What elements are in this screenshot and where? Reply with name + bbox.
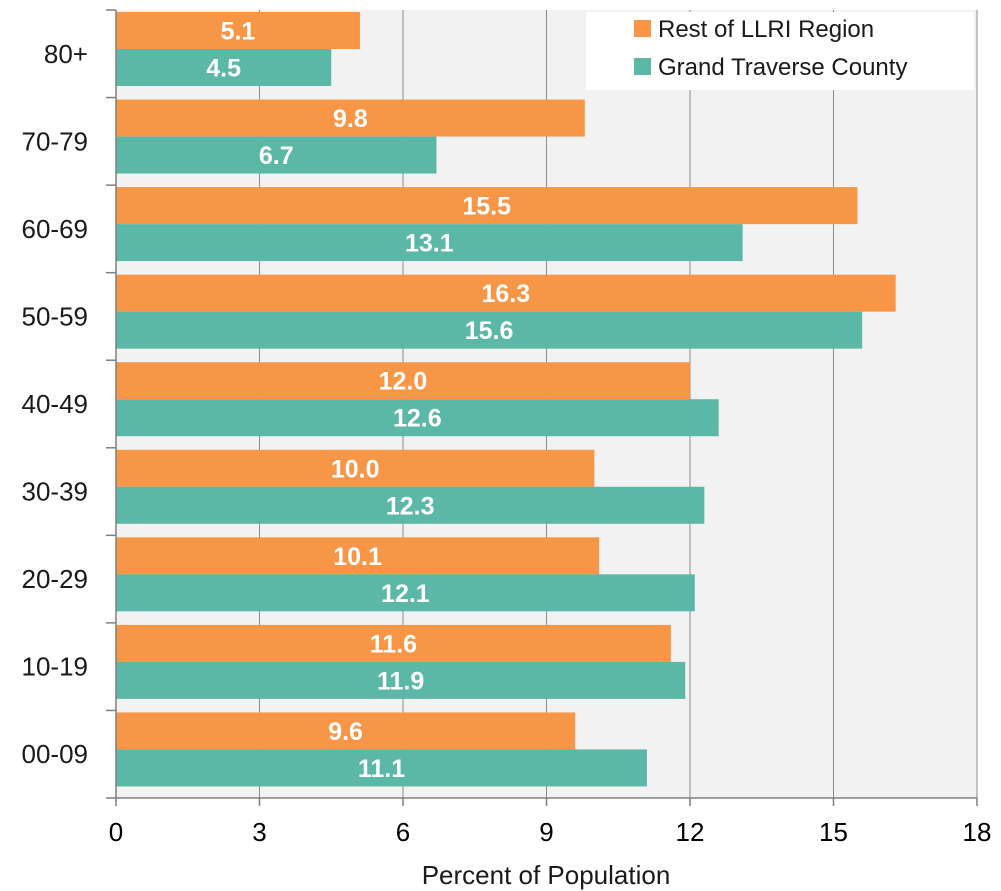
legend: Rest of LLRI Region Grand Traverse County xyxy=(586,12,974,90)
bar xyxy=(116,749,647,787)
bar xyxy=(116,274,896,312)
bar xyxy=(116,661,686,699)
legend-swatch xyxy=(634,20,651,37)
x-tick-label: 9 xyxy=(539,817,553,847)
bar-data-label: 16.3 xyxy=(482,280,531,308)
category-label: 30-39 xyxy=(22,477,89,507)
bar-data-label: 10.1 xyxy=(333,543,382,571)
bar xyxy=(116,624,671,662)
x-tick-label: 15 xyxy=(819,817,848,847)
bar xyxy=(116,537,600,575)
bar xyxy=(116,449,595,487)
bar-data-label: 13.1 xyxy=(405,230,454,258)
x-tick-labels: 0 3 6 9 12 15 18 xyxy=(109,817,992,847)
category-labels: 80+ 70-79 60-69 50-59 40-49 30-39 20-29 10-19 00… xyxy=(22,39,89,769)
bar-data-label: 12.1 xyxy=(381,580,430,608)
category-label: 50-59 xyxy=(22,301,89,331)
category-label: 60-69 xyxy=(22,214,89,244)
bar-data-label: 12.6 xyxy=(393,405,442,433)
bar-data-label: 11.9 xyxy=(377,667,424,695)
category-label: 40-49 xyxy=(22,389,89,419)
x-tick-label: 18 xyxy=(963,817,992,847)
bar xyxy=(116,362,690,400)
bar xyxy=(116,224,743,262)
category-label: 80+ xyxy=(44,39,88,69)
bar-data-label: 12.0 xyxy=(379,368,428,396)
bar-data-label: 15.6 xyxy=(465,317,514,345)
x-tick-label: 3 xyxy=(252,817,266,847)
bar xyxy=(116,136,437,174)
axes xyxy=(106,9,978,806)
category-label: 00-09 xyxy=(22,739,89,769)
bar-data-label: 6.7 xyxy=(259,142,294,170)
bar-data-label: 12.3 xyxy=(386,492,435,520)
category-label: 10-19 xyxy=(22,652,89,682)
x-tick-label: 0 xyxy=(109,817,123,847)
bar-data-label: 9.6 xyxy=(328,718,363,746)
bar-data-label: 15.5 xyxy=(462,193,511,221)
bar xyxy=(116,399,719,437)
x-tick-label: 12 xyxy=(676,817,705,847)
bar-data-label: 11.6 xyxy=(370,630,417,658)
x-tick-label: 6 xyxy=(396,817,410,847)
legend-swatch xyxy=(634,58,651,75)
bar-data-label: 9.8 xyxy=(333,105,368,133)
bar xyxy=(116,311,863,349)
bar xyxy=(116,187,858,225)
x-axis-title: Percent of Population xyxy=(422,860,671,890)
bar-data-label: 4.5 xyxy=(206,55,241,83)
legend-label: Grand Traverse County xyxy=(658,54,907,81)
category-label: 20-29 xyxy=(22,564,89,594)
bar-data-label: 10.0 xyxy=(331,455,380,483)
bar xyxy=(116,712,576,750)
bars: 5.1 4.5 9.8 6.7 15.5 13.1 16.3 15.6 12.0 12.6 10.0… xyxy=(116,12,896,787)
bar xyxy=(116,574,695,612)
bar xyxy=(116,12,360,49)
bar xyxy=(116,49,332,86)
bar xyxy=(116,486,705,524)
bar xyxy=(116,99,585,137)
bar-data-label: 5.1 xyxy=(221,18,256,46)
bar-data-label: 11.1 xyxy=(358,755,405,783)
legend-label: Rest of LLRI Region xyxy=(658,16,874,43)
category-label: 70-79 xyxy=(22,126,89,156)
